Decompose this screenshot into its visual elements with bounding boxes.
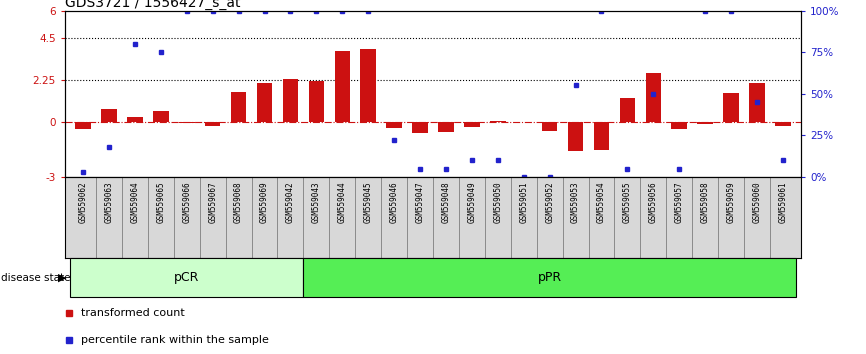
Text: GSM559056: GSM559056 [649, 181, 658, 223]
Text: GSM559045: GSM559045 [364, 181, 372, 223]
Text: transformed count: transformed count [81, 308, 185, 318]
Text: GSM559046: GSM559046 [390, 181, 398, 223]
Bar [671, 121, 687, 129]
Bar [516, 121, 532, 122]
Bar [308, 81, 324, 121]
FancyBboxPatch shape [303, 258, 796, 297]
Text: ▶: ▶ [58, 273, 67, 283]
Text: disease state: disease state [1, 273, 70, 283]
Bar [282, 79, 298, 121]
Text: GSM559047: GSM559047 [416, 181, 424, 223]
Text: GSM559067: GSM559067 [208, 181, 217, 223]
Bar [619, 97, 635, 121]
Text: GSM559058: GSM559058 [701, 181, 709, 223]
Bar [101, 109, 117, 121]
Text: GSM559065: GSM559065 [157, 181, 165, 223]
Bar [594, 121, 610, 150]
Text: GSM559063: GSM559063 [105, 181, 113, 223]
Bar [256, 83, 272, 121]
Bar [127, 117, 143, 121]
Text: GSM559051: GSM559051 [520, 181, 528, 223]
Bar [412, 121, 428, 133]
Text: GSM559052: GSM559052 [545, 181, 554, 223]
Text: GDS3721 / 1556427_s_at: GDS3721 / 1556427_s_at [65, 0, 241, 10]
Text: GSM559053: GSM559053 [571, 181, 580, 223]
Text: GSM559055: GSM559055 [623, 181, 632, 223]
Bar [438, 121, 454, 132]
Text: GSM559044: GSM559044 [338, 181, 346, 223]
Bar [464, 121, 480, 127]
Text: GSM559043: GSM559043 [312, 181, 321, 223]
Text: GSM559060: GSM559060 [753, 181, 761, 223]
Text: GSM559054: GSM559054 [597, 181, 606, 223]
Bar [360, 50, 376, 121]
Bar [231, 92, 247, 121]
Bar [75, 121, 91, 129]
Text: pPR: pPR [538, 272, 562, 284]
Text: GSM559066: GSM559066 [182, 181, 191, 223]
Bar [645, 73, 661, 121]
Text: GSM559059: GSM559059 [727, 181, 735, 223]
Text: GSM559057: GSM559057 [675, 181, 684, 223]
Bar [334, 51, 350, 121]
Text: GSM559050: GSM559050 [494, 181, 502, 223]
Bar [542, 121, 558, 131]
Bar [775, 121, 791, 126]
Text: pCR: pCR [174, 272, 199, 284]
Bar [153, 112, 169, 121]
Text: GSM559069: GSM559069 [260, 181, 269, 223]
Text: GSM559048: GSM559048 [442, 181, 450, 223]
Bar [179, 121, 195, 124]
Text: percentile rank within the sample: percentile rank within the sample [81, 335, 269, 345]
FancyBboxPatch shape [70, 258, 303, 297]
Bar [568, 121, 584, 151]
Bar [205, 121, 221, 126]
Text: GSM559049: GSM559049 [468, 181, 476, 223]
Bar [386, 121, 402, 128]
Bar [749, 83, 765, 121]
Text: GSM559062: GSM559062 [79, 181, 87, 223]
Text: GSM559064: GSM559064 [131, 181, 139, 223]
Text: GSM559042: GSM559042 [286, 181, 295, 223]
Bar [723, 93, 739, 121]
Text: GSM559068: GSM559068 [234, 181, 243, 223]
Bar [697, 121, 713, 124]
Text: GSM559061: GSM559061 [779, 181, 787, 223]
